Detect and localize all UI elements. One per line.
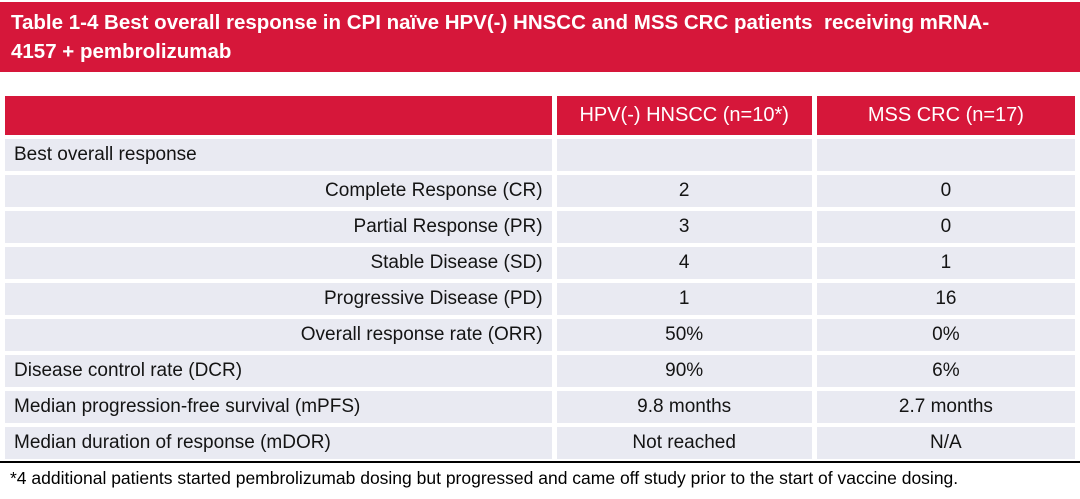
table-row: Stable Disease (SD) 4 1 xyxy=(5,247,1075,279)
row-label: Median duration of response (mDOR) xyxy=(5,427,552,459)
results-table: HPV(-) HNSCC (n=10*) MSS CRC (n=17) Best… xyxy=(0,92,1080,463)
table-row: Best overall response xyxy=(5,139,1075,171)
row-label: Complete Response (CR) xyxy=(5,175,552,207)
row-label: Disease control rate (DCR) xyxy=(5,355,552,387)
value-hnscc: 4 xyxy=(556,247,812,279)
value-crc: 16 xyxy=(816,283,1075,315)
value-crc: 0 xyxy=(816,211,1075,243)
table-row: Median progression-free survival (mPFS) … xyxy=(5,391,1075,423)
row-label: Best overall response xyxy=(5,139,552,171)
table-row: Complete Response (CR) 2 0 xyxy=(5,175,1075,207)
row-label: Progressive Disease (PD) xyxy=(5,283,552,315)
row-label: Partial Response (PR) xyxy=(5,211,552,243)
value-crc: 2.7 months xyxy=(816,391,1075,423)
value-crc: N/A xyxy=(816,427,1075,459)
row-label: Overall response rate (ORR) xyxy=(5,319,552,351)
table-row: Partial Response (PR) 3 0 xyxy=(5,211,1075,243)
row-label: Stable Disease (SD) xyxy=(5,247,552,279)
table-title-banner: Table 1-4 Best overall response in CPI n… xyxy=(0,2,1080,72)
column-header-crc: MSS CRC (n=17) xyxy=(816,96,1075,135)
value-crc: 0 xyxy=(816,175,1075,207)
footnote-text: *4 additional patients started pembroliz… xyxy=(10,468,959,488)
table-title-line-1: Table 1-4 Best overall response in CPI n… xyxy=(11,11,990,34)
value-hnscc: 2 xyxy=(556,175,812,207)
value-crc: 1 xyxy=(816,247,1075,279)
table-row: Progressive Disease (PD) 1 16 xyxy=(5,283,1075,315)
value-hnscc: 1 xyxy=(556,283,812,315)
table-row: Overall response rate (ORR) 50% 0% xyxy=(5,319,1075,351)
value-hnscc: 90% xyxy=(556,355,812,387)
value-hnscc xyxy=(556,139,812,171)
table-title-line-2: 4157 + pembrolizumab xyxy=(11,40,232,63)
value-hnscc: 3 xyxy=(556,211,812,243)
row-label: Median progression-free survival (mPFS) xyxy=(5,391,552,423)
value-crc: 6% xyxy=(816,355,1075,387)
column-header-hnscc: HPV(-) HNSCC (n=10*) xyxy=(556,96,812,135)
table-row: Disease control rate (DCR) 90% 6% xyxy=(5,355,1075,387)
value-hnscc: 9.8 months xyxy=(556,391,812,423)
header-row: HPV(-) HNSCC (n=10*) MSS CRC (n=17) xyxy=(5,96,1075,135)
column-header-empty xyxy=(5,96,552,135)
value-hnscc: 50% xyxy=(556,319,812,351)
value-crc: 0% xyxy=(816,319,1075,351)
footnote-divider-rule xyxy=(0,461,1080,463)
table-row: Median duration of response (mDOR) Not r… xyxy=(5,427,1075,459)
value-hnscc: Not reached xyxy=(556,427,812,459)
value-crc xyxy=(816,139,1075,171)
